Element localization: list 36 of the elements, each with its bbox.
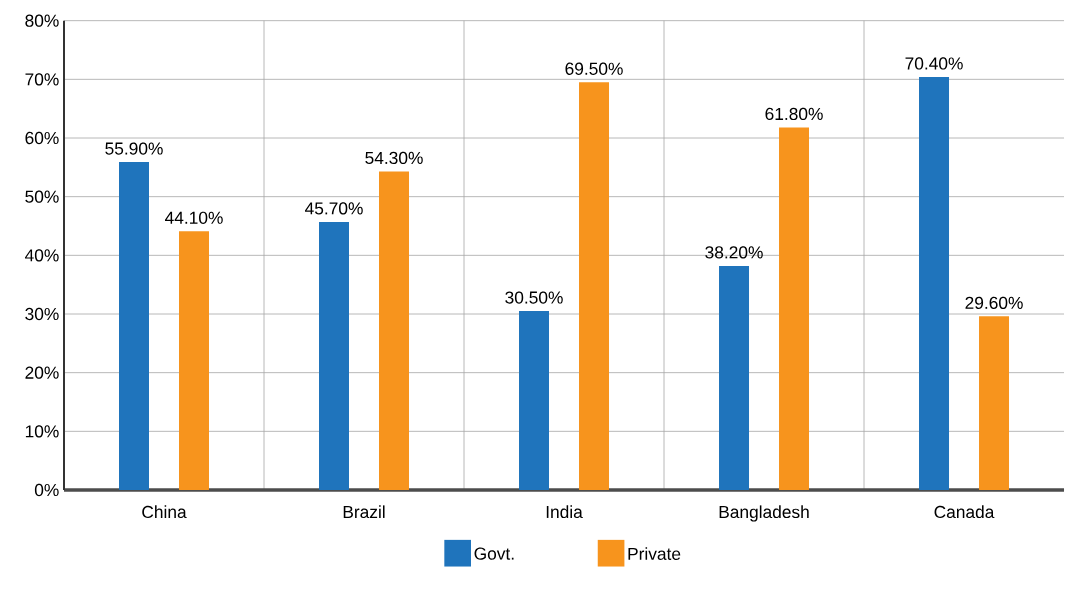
legend-label: Private: [628, 547, 681, 560]
data-label: 70.40%: [905, 57, 963, 70]
legend-label: Govt.: [474, 547, 514, 560]
y-tick-label: 80%: [25, 14, 59, 27]
data-label: 38.20%: [705, 246, 763, 259]
y-tick-label: 20%: [25, 366, 59, 379]
data-label: 69.50%: [565, 62, 623, 75]
bar: [179, 231, 210, 490]
x-tick-label: Canada: [934, 505, 995, 519]
bar: [779, 127, 810, 490]
bar: [319, 221, 349, 490]
data-label: 29.60%: [965, 296, 1023, 309]
data-label: 55.90%: [105, 142, 163, 155]
y-tick-label: 50%: [25, 190, 59, 203]
x-tick-label: India: [546, 505, 583, 519]
y-tick-label: 30%: [25, 307, 59, 321]
data-label: 54.30%: [365, 151, 423, 165]
data-label: 44.10%: [165, 211, 223, 224]
bar: [919, 76, 950, 490]
x-tick-label: Brazil: [343, 505, 385, 519]
y-tick-label: 10%: [25, 425, 59, 438]
bar: [719, 265, 750, 490]
y-tick-label: 40%: [25, 249, 59, 262]
x-tick-label: Bangladesh: [719, 505, 809, 522]
bar: [579, 82, 610, 490]
data-label: 45.70%: [305, 202, 363, 215]
y-tick-label: 0%: [34, 483, 59, 497]
bar: [119, 162, 149, 490]
x-tick-label: China: [142, 505, 187, 519]
bar: [519, 311, 550, 490]
bar: [979, 316, 1010, 490]
y-tick-label: 70%: [25, 73, 59, 86]
bar: [379, 171, 410, 490]
data-label: 30.50%: [505, 291, 563, 304]
y-tick-label: 60%: [25, 131, 59, 145]
data-label: 61.80%: [765, 107, 823, 121]
